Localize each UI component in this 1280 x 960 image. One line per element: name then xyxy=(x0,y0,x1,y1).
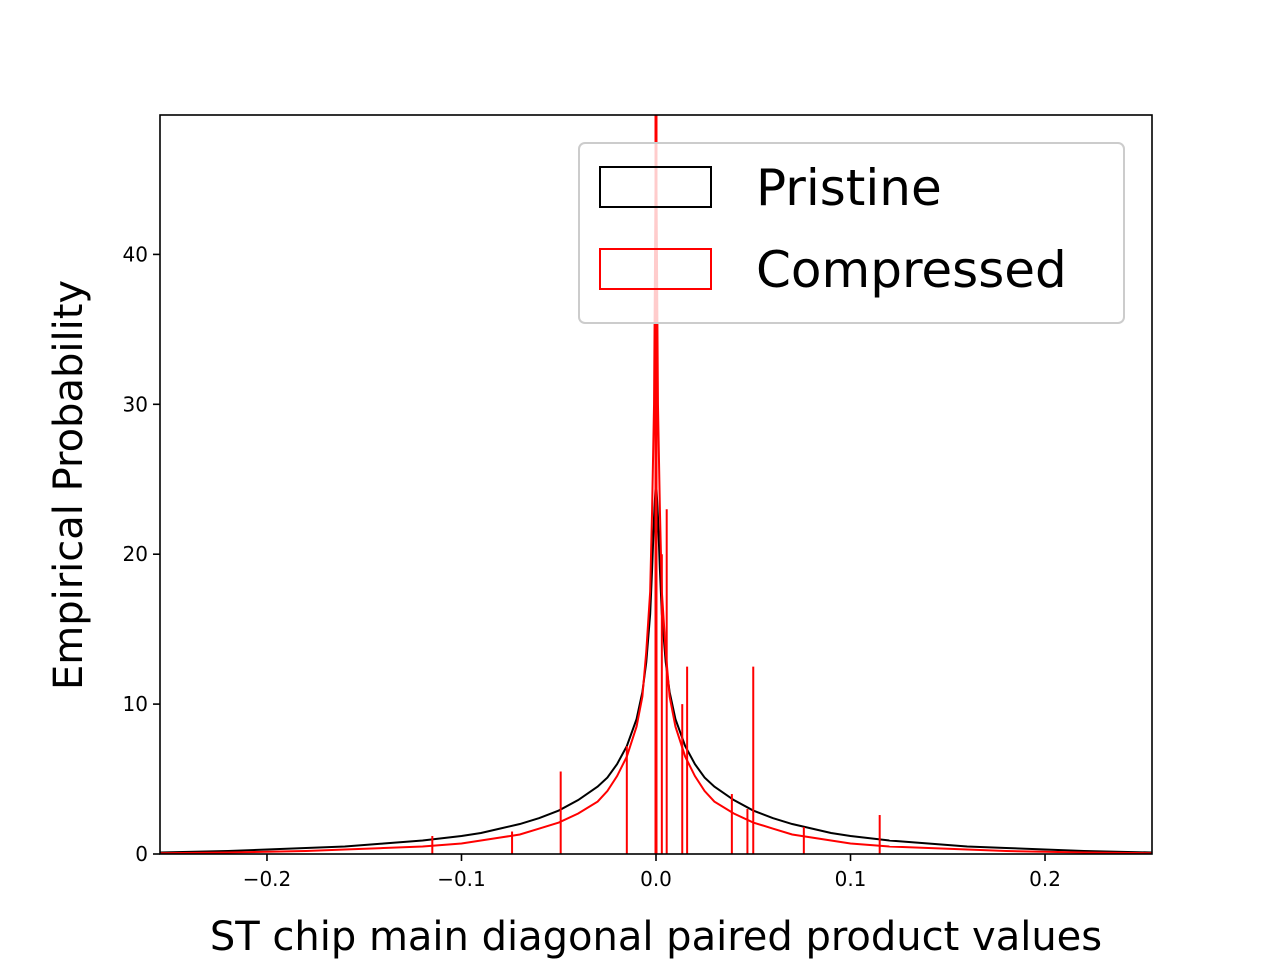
x-tick-label: −0.1 xyxy=(437,867,486,891)
x-tick-label: 0.0 xyxy=(640,867,672,891)
ticks: −0.2 −0.1 0.0 0.1 0.2 0 10 20 30 40 xyxy=(123,242,1061,891)
legend-label: Pristine xyxy=(756,159,942,217)
series-line-compressed xyxy=(160,115,1152,854)
legend-swatch xyxy=(599,166,712,208)
y-tick-label: 30 xyxy=(123,392,148,416)
y-tick-label: 10 xyxy=(123,692,148,716)
y-axis-label: Empirical Probability xyxy=(46,280,92,690)
legend-box xyxy=(578,142,1125,324)
legend-swatch xyxy=(599,248,712,290)
x-axis-label: ST chip main diagonal paired product val… xyxy=(210,914,1102,960)
y-tick-label: 40 xyxy=(123,242,148,266)
legend: Pristine Compressed xyxy=(578,142,1125,324)
legend-label: Compressed xyxy=(756,241,1067,299)
x-tick-label: 0.2 xyxy=(1029,867,1061,891)
x-tick-label: −0.2 xyxy=(243,867,292,891)
y-tick-label: 20 xyxy=(123,542,148,566)
x-tick-label: 0.1 xyxy=(835,867,867,891)
y-tick-label: 0 xyxy=(135,842,148,866)
